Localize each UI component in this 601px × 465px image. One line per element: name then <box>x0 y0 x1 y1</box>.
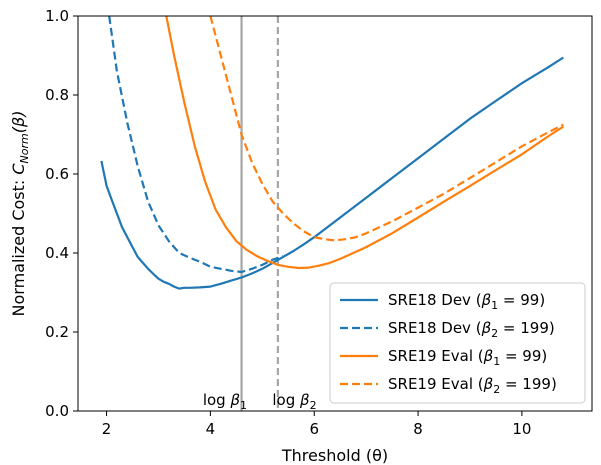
legend: SRE18 Dev (β1 = 99) SRE18 Dev (β2 = 199) S… <box>329 282 586 404</box>
legend-label-2: SRE18 Dev (β2 = 199) <box>388 319 555 340</box>
legend-label-3: SRE19 Eval (β1 = 99) <box>388 347 547 368</box>
x-axis-label: Threshold (θ) <box>281 446 388 465</box>
x-tick-label: 6 <box>309 420 319 438</box>
y-tick-label: 0.4 <box>45 244 69 262</box>
vline-annotation-1: log β1 <box>203 391 247 412</box>
axis-ticks: 2 4 6 8 10 0.0 0.2 0.4 0.6 0.8 1.0 <box>45 7 531 438</box>
threshold-lines <box>240 16 279 411</box>
x-tick-label: 10 <box>512 420 531 438</box>
y-tick-label: 0.2 <box>45 323 69 341</box>
series-line-1 <box>100 56 564 290</box>
series-lines <box>100 16 564 290</box>
vline-annotation-2: log β2 <box>272 391 316 412</box>
series-line-3 <box>165 16 564 270</box>
axis-labels: Threshold (θ) Normalized Cost: CNorm(β) <box>9 111 388 465</box>
vline-annotations: log β1 log β2 <box>203 391 317 412</box>
x-tick-label: 4 <box>206 420 216 438</box>
plot-area-frame <box>77 15 593 412</box>
x-tick-label: 2 <box>102 420 112 438</box>
x-tick-label: 8 <box>413 420 423 438</box>
y-tick-label: 0.0 <box>45 402 69 420</box>
y-tick-label: 0.6 <box>45 165 69 183</box>
series-line-4 <box>209 16 564 242</box>
y-axis-label: Normalized Cost: CNorm(β) <box>9 111 31 317</box>
series-line-2 <box>108 16 284 274</box>
y-tick-label: 0.8 <box>45 86 69 104</box>
legend-label-4: SRE19 Eval (β2 = 199) <box>388 375 557 396</box>
y-tick-label: 1.0 <box>45 7 69 25</box>
legend-box <box>329 282 586 404</box>
legend-label-1: SRE18 Dev (β1 = 99) <box>388 291 545 312</box>
